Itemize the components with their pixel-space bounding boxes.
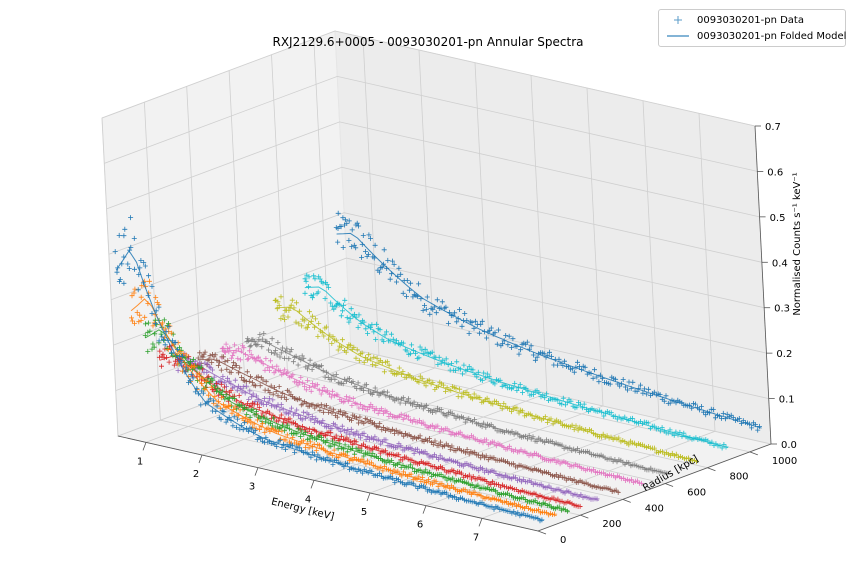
z-axis-line — [754, 125, 772, 445]
z-grid-line — [106, 121, 760, 218]
z-tick-label: 0.7 — [765, 122, 781, 133]
series-radius-90 — [129, 278, 558, 518]
z-grid-line — [113, 257, 767, 354]
legend: 0093030201-pn Data 0093030201-pn Folded … — [658, 9, 846, 47]
x-tick-mark — [366, 492, 371, 502]
z-tick-label: 0.1 — [779, 395, 795, 406]
data-point-markers — [112, 215, 545, 524]
z-tick-label: 0.4 — [772, 258, 788, 269]
data-point-markers — [129, 278, 558, 518]
data-series — [112, 210, 762, 524]
x-tick-mark — [142, 442, 147, 451]
x-tick-mark — [478, 518, 483, 527]
legend-label-model: 0093030201-pn Folded Model — [697, 30, 847, 42]
data-point-markers — [302, 272, 729, 451]
data-point-markers — [195, 349, 621, 495]
y-tick-label: 800 — [729, 472, 748, 483]
z-axis-label: Normalised Counts s⁻¹ keV⁻¹ — [792, 172, 803, 315]
y-tick-mark — [707, 467, 716, 472]
z-grid-line — [104, 75, 758, 172]
series-radius-1060 — [333, 210, 762, 433]
data-point-markers — [244, 331, 670, 476]
y-tick-label: 1000 — [772, 456, 797, 467]
x-tick-label: 4 — [305, 494, 311, 505]
y-tick-mark — [749, 451, 758, 456]
data-point-markers — [272, 294, 699, 465]
z-tick-label: 0.3 — [774, 304, 790, 315]
x-tick-label: 2 — [193, 469, 199, 480]
x-tick-mark — [422, 505, 427, 514]
x-axis-line — [117, 435, 539, 532]
series-radius-760 — [272, 294, 699, 465]
legend-entry-model: 0093030201-pn Folded Model — [665, 29, 846, 43]
x-tick-mark — [198, 454, 203, 464]
plus-marker-icon — [665, 13, 691, 27]
line-marker-icon — [665, 29, 691, 43]
series-radius-390 — [195, 349, 621, 495]
y-tick-mark — [580, 514, 589, 519]
y-tick-label: 400 — [645, 503, 664, 514]
x-tick-label: 1 — [137, 456, 143, 467]
z-tick-label: 0.0 — [781, 440, 797, 451]
x-tick-label: 5 — [361, 507, 367, 518]
y-tick-label: 600 — [687, 488, 706, 499]
tick-labels: 1 2 3 4 5 6 7 0 200 400 600 800 1000 0.0 0.1 0.2 0.3 0.4 0… — [137, 122, 797, 546]
y-tick-mark — [622, 498, 631, 503]
z-tick-label: 0.5 — [770, 213, 786, 224]
series-radius-620 — [244, 331, 670, 476]
x-tick-mark — [254, 467, 259, 476]
z-tick-label: 0.6 — [767, 167, 783, 178]
x-tick-label: 7 — [473, 532, 479, 543]
z-grid-line — [101, 30, 756, 127]
legend-label-data: 0093030201-pn Data — [697, 14, 804, 26]
y-tick-label: 200 — [602, 519, 621, 530]
y-tick-label: 0 — [560, 535, 566, 546]
y-tick-mark — [537, 530, 547, 535]
chart-title: RXJ2129.6+0005 - 0093030201-pn Annular S… — [272, 35, 583, 49]
x-tick-label: 3 — [249, 482, 255, 493]
folded-model-line — [145, 329, 570, 512]
y-axis-line — [537, 443, 772, 532]
series-radius-30 — [112, 215, 545, 524]
x-tick-mark — [310, 480, 315, 489]
legend-entry-data: 0093030201-pn Data — [665, 13, 804, 27]
z-tick-label: 0.2 — [776, 349, 792, 360]
y-tick-mark — [664, 483, 674, 487]
series-radius-900 — [302, 272, 729, 451]
axes-panes — [101, 30, 773, 532]
x-axis-label: Energy [keV] — [270, 496, 335, 522]
data-point-markers — [333, 210, 762, 433]
z-grid-line — [108, 166, 762, 263]
x-tick-label: 6 — [417, 520, 423, 531]
z-grid-line — [110, 212, 765, 309]
